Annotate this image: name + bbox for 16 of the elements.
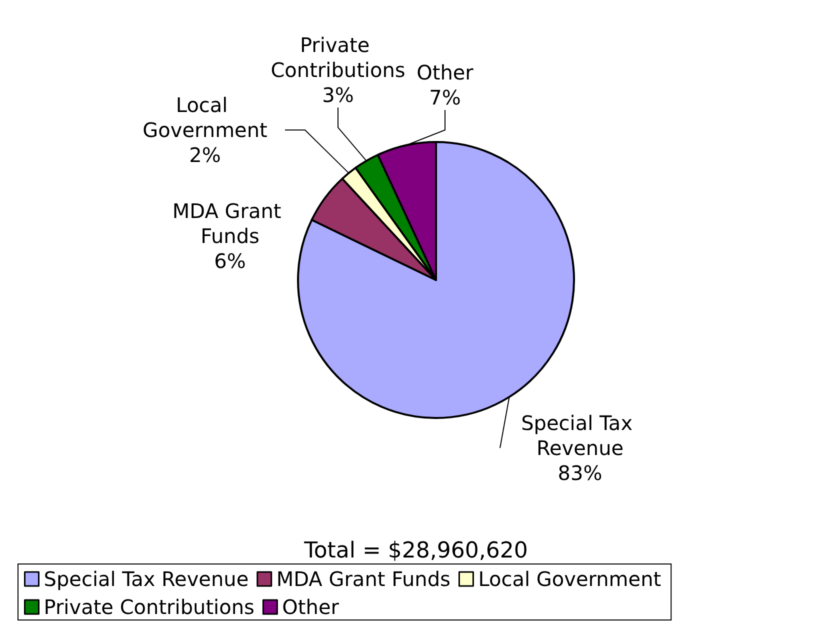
slice-label: MDA Grant Funds: [172, 199, 288, 248]
data-label: 2%: [189, 143, 221, 167]
slice-label: Local Government: [142, 93, 268, 142]
data-label: 83%: [558, 461, 602, 485]
legend-label: Special Tax Revenue: [44, 567, 249, 591]
slice-label: Special Tax Revenue: [521, 411, 639, 460]
legend-label: MDA Grant Funds: [276, 567, 450, 591]
legend-label: Private Contributions: [44, 595, 254, 619]
data-label: 7%: [429, 86, 461, 110]
data-label: 6%: [214, 249, 246, 273]
data-label: 3%: [322, 83, 354, 107]
text: Total = $28,960,620: [303, 538, 528, 564]
slice-label: Private Contributions: [270, 33, 406, 82]
slice-label: Other: [416, 60, 474, 84]
legend-label: Other: [282, 595, 340, 619]
legend-label: Local Government: [478, 567, 662, 591]
